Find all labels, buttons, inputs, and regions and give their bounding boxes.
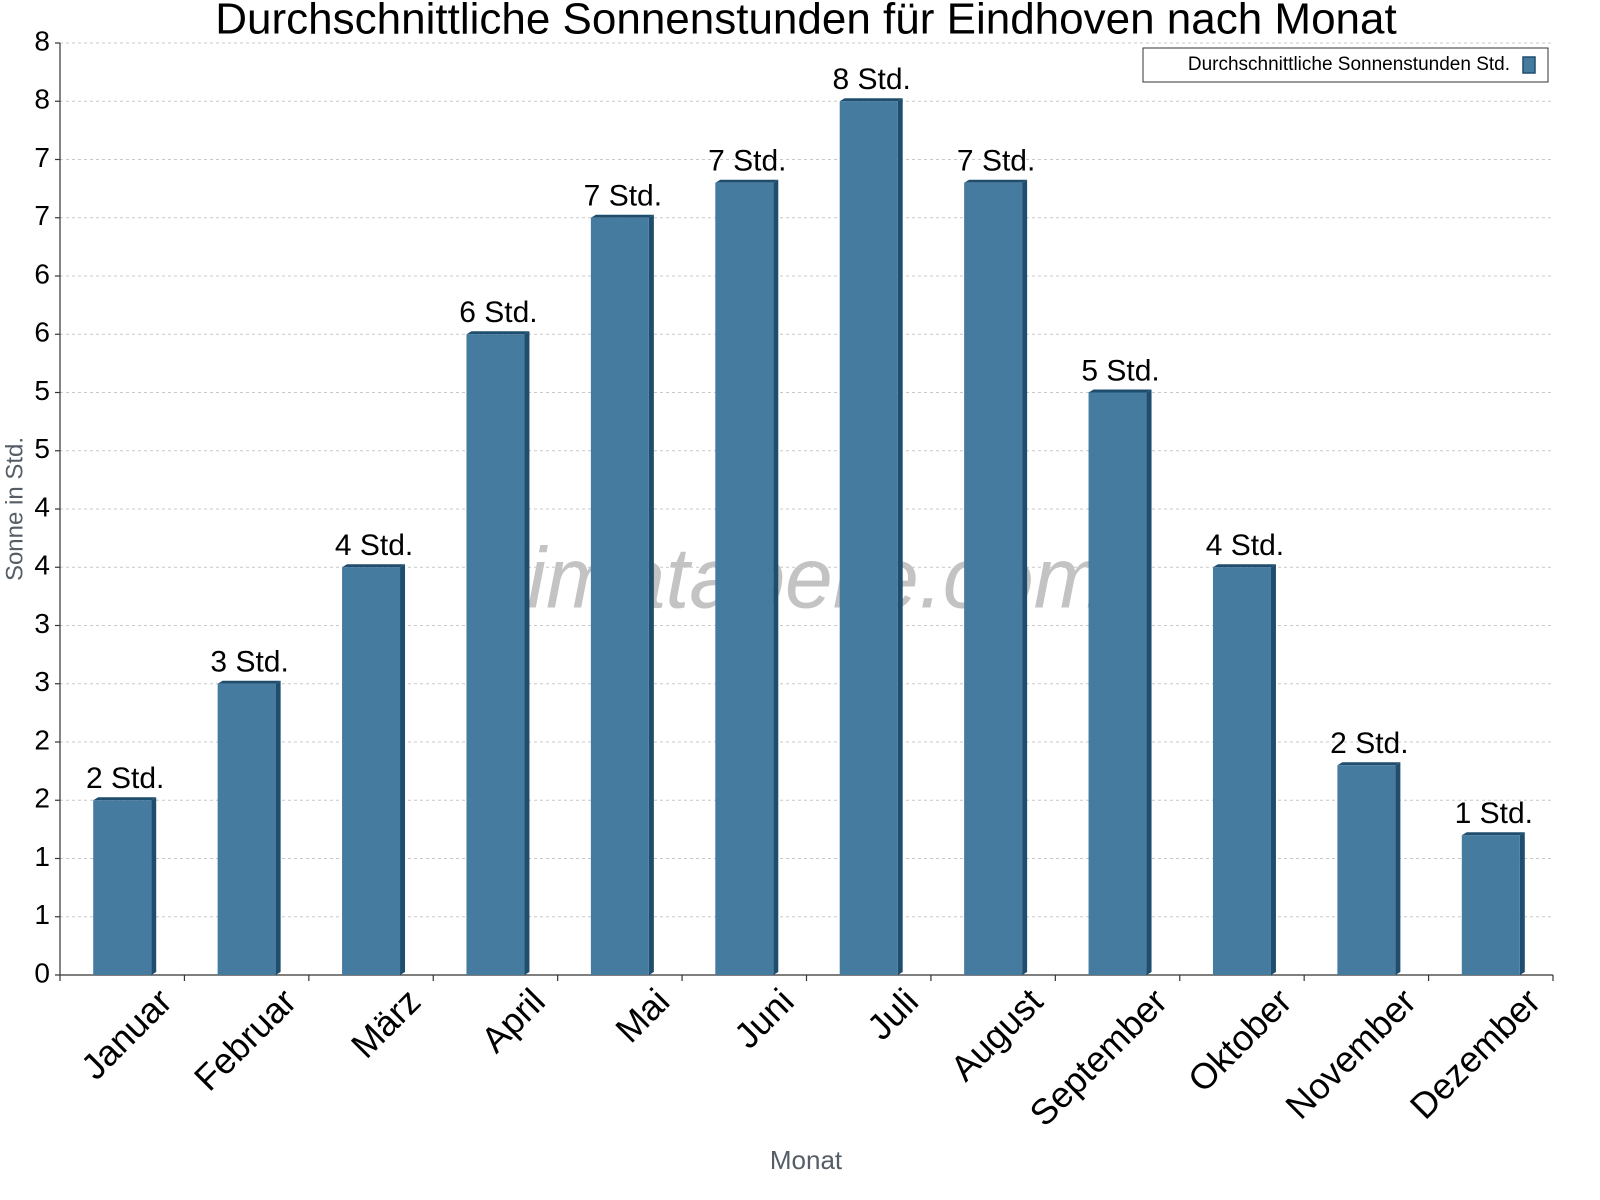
data-label: 8 Std. [833, 63, 911, 96]
bar [1337, 762, 1401, 975]
x-tick-label: November [1277, 980, 1423, 1126]
bar-face [1212, 567, 1271, 975]
bar-face [217, 683, 276, 975]
data-label: 7 Std. [708, 145, 786, 178]
legend-label: Durchschnittliche Sonnenstunden Std. [1188, 54, 1510, 75]
legend-swatch [1522, 56, 1536, 74]
y-tick-label: 1 [34, 841, 50, 872]
x-tick-label: Februar [186, 980, 304, 1098]
y-tick-label: 4 [34, 550, 50, 581]
bar-top [715, 179, 779, 183]
bar [466, 331, 530, 975]
y-tick-label: 5 [34, 375, 50, 406]
data-label: 7 Std. [957, 145, 1035, 178]
data-label: 6 Std. [459, 296, 537, 329]
data-label: 2 Std. [1330, 727, 1408, 760]
x-tick-label: Oktober [1180, 980, 1300, 1100]
bar [964, 179, 1028, 976]
y-tick-label: 6 [34, 317, 50, 348]
y-tick-label: 0 [34, 957, 50, 988]
y-tick-label: 3 [34, 666, 50, 697]
bar-top [466, 331, 530, 335]
bar [342, 564, 406, 975]
y-tick-label: 4 [34, 491, 50, 522]
data-label: 2 Std. [86, 762, 164, 795]
x-tick-label: Juli [859, 980, 926, 1047]
data-label: 1 Std. [1455, 797, 1533, 830]
bar-side [1519, 832, 1525, 975]
bar [1088, 389, 1152, 975]
bar-side [151, 797, 157, 975]
bar [1461, 832, 1525, 975]
y-tick-label: 7 [34, 142, 50, 173]
data-label: 4 Std. [335, 529, 413, 562]
bar-side [1395, 762, 1401, 975]
x-tick-label: März [343, 980, 429, 1066]
y-tick-label: 8 [34, 84, 50, 115]
y-tick-label: 8 [34, 25, 50, 56]
bar-face [93, 800, 152, 975]
bar [93, 797, 157, 975]
bar-side [897, 98, 903, 975]
bar-side [773, 179, 779, 976]
bar-face [1088, 392, 1147, 975]
bar-top [590, 214, 654, 218]
y-tick-label: 5 [34, 433, 50, 464]
y-tick-label: 7 [34, 200, 50, 231]
bar [1212, 564, 1276, 975]
y-axis-title: Sonne in Std. [1, 437, 28, 581]
bar-side [1022, 179, 1028, 976]
data-label: 7 Std. [584, 180, 662, 213]
data-label: 4 Std. [1206, 529, 1284, 562]
bar-face [715, 182, 774, 976]
bar [839, 98, 903, 975]
chart-title: Durchschnittliche Sonnenstunden für Eind… [215, 0, 1396, 44]
bar-top [342, 564, 406, 568]
bar-side [275, 680, 281, 975]
x-tick-label: Dezember [1402, 980, 1548, 1126]
bar-top [1337, 762, 1401, 766]
bar-face [1337, 765, 1396, 975]
bar-side [1270, 564, 1276, 975]
bar-top [93, 797, 157, 801]
bar-top [1212, 564, 1276, 568]
y-tick-label: 1 [34, 899, 50, 930]
bar-face [839, 101, 898, 975]
bar-top [839, 98, 903, 102]
bar-face [342, 567, 401, 975]
bar-side [524, 331, 530, 975]
bar [715, 179, 779, 976]
bar [590, 214, 654, 975]
data-label: 5 Std. [1081, 354, 1159, 387]
bar-top [1461, 832, 1525, 836]
bar [217, 680, 281, 975]
y-tick-label: 2 [34, 783, 50, 814]
data-label: 3 Std. [210, 646, 288, 679]
x-tick-label: Juni [726, 980, 802, 1056]
y-tick-label: 2 [34, 724, 50, 755]
bar-side [648, 214, 654, 975]
bar-face [1461, 835, 1520, 975]
bar-side [1146, 389, 1152, 975]
legend-box [1142, 47, 1549, 83]
bar-top [217, 680, 281, 684]
y-tick-label: 6 [34, 258, 50, 289]
bar-top [964, 179, 1028, 183]
y-tick-label: 3 [34, 608, 50, 639]
bar-top [1088, 389, 1152, 393]
x-tick-label: August [942, 980, 1050, 1088]
x-tick-label: Mai [607, 980, 677, 1050]
bar-side [400, 564, 406, 975]
x-tick-label: Januar [73, 980, 180, 1087]
bar-face [964, 182, 1023, 976]
x-tick-label: April [473, 980, 553, 1060]
x-axis-title: Monat [770, 1145, 843, 1175]
bar-face [466, 334, 525, 975]
bar-face [590, 217, 649, 975]
